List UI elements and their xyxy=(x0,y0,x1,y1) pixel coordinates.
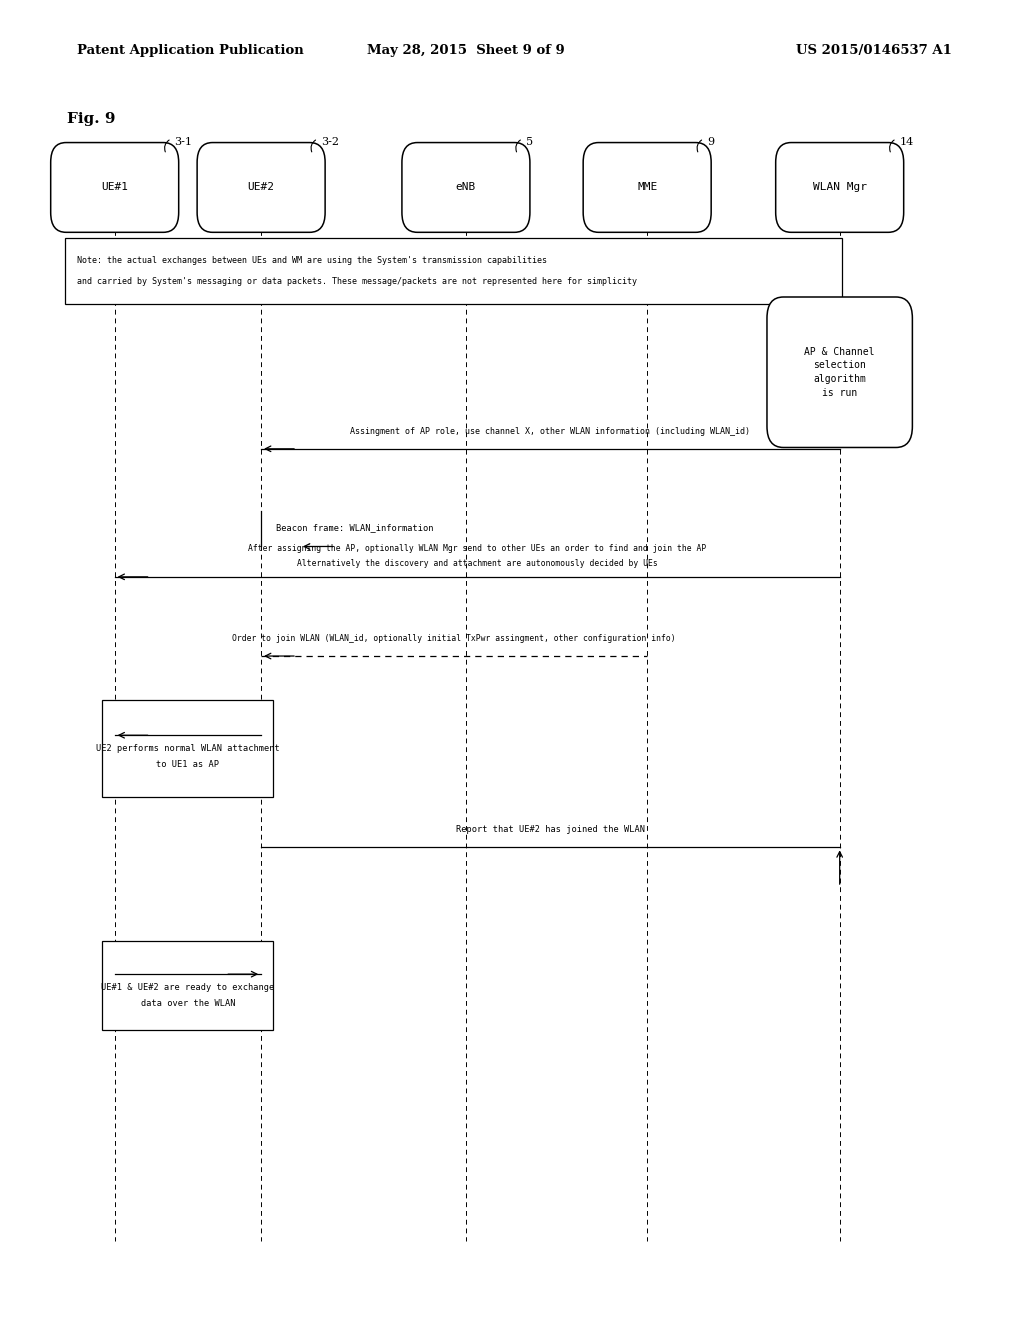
FancyBboxPatch shape xyxy=(584,143,711,232)
Text: Note: the actual exchanges between UEs and WM are using the System's transmissio: Note: the actual exchanges between UEs a… xyxy=(77,256,547,264)
Text: MME: MME xyxy=(637,182,657,193)
Text: Patent Application Publication: Patent Application Publication xyxy=(77,44,303,57)
Text: 3-1: 3-1 xyxy=(174,136,193,147)
FancyBboxPatch shape xyxy=(102,700,273,797)
FancyBboxPatch shape xyxy=(51,143,178,232)
Text: Beacon frame: WLAN_information: Beacon frame: WLAN_information xyxy=(276,524,434,532)
Text: After assigning the AP, optionally WLAN Mgr send to other UEs an order to find a: After assigning the AP, optionally WLAN … xyxy=(248,544,707,553)
Text: UE2 performs normal WLAN attachment: UE2 performs normal WLAN attachment xyxy=(96,744,280,752)
Text: eNB: eNB xyxy=(456,182,476,193)
FancyBboxPatch shape xyxy=(776,143,903,232)
Text: UE#1 & UE#2 are ready to exchange: UE#1 & UE#2 are ready to exchange xyxy=(101,983,274,991)
Text: US 2015/0146537 A1: US 2015/0146537 A1 xyxy=(797,44,952,57)
FancyBboxPatch shape xyxy=(65,238,842,304)
Text: WLAN Mgr: WLAN Mgr xyxy=(813,182,866,193)
FancyBboxPatch shape xyxy=(102,941,273,1030)
FancyBboxPatch shape xyxy=(767,297,912,447)
Text: UE#2: UE#2 xyxy=(248,182,274,193)
Text: to UE1 as AP: to UE1 as AP xyxy=(157,760,219,768)
Text: data over the WLAN: data over the WLAN xyxy=(140,999,236,1007)
FancyBboxPatch shape xyxy=(197,143,326,232)
Text: Assingment of AP role, use channel X, other WLAN information (including WLAN_id): Assingment of AP role, use channel X, ot… xyxy=(350,426,751,436)
Text: UE#1: UE#1 xyxy=(101,182,128,193)
Text: 3-2: 3-2 xyxy=(322,136,339,147)
Text: 5: 5 xyxy=(526,136,532,147)
Text: Fig. 9: Fig. 9 xyxy=(67,112,115,125)
Text: Order to join WLAN (WLAN_id, optionally initial TxPwr assingment, other configur: Order to join WLAN (WLAN_id, optionally … xyxy=(232,634,676,643)
FancyBboxPatch shape xyxy=(401,143,530,232)
Text: AP & Channel
selection
algorithm
is run: AP & Channel selection algorithm is run xyxy=(805,347,874,397)
Text: 14: 14 xyxy=(899,136,913,147)
Text: and carried by System's messaging or data packets. These message/packets are not: and carried by System's messaging or dat… xyxy=(77,277,637,285)
Text: 9: 9 xyxy=(707,136,714,147)
Text: May 28, 2015  Sheet 9 of 9: May 28, 2015 Sheet 9 of 9 xyxy=(367,44,565,57)
Text: Report that UE#2 has joined the WLAN: Report that UE#2 has joined the WLAN xyxy=(456,825,645,834)
Text: Alternatively the discovery and attachment are autonomously decided by UEs: Alternatively the discovery and attachme… xyxy=(297,558,657,568)
